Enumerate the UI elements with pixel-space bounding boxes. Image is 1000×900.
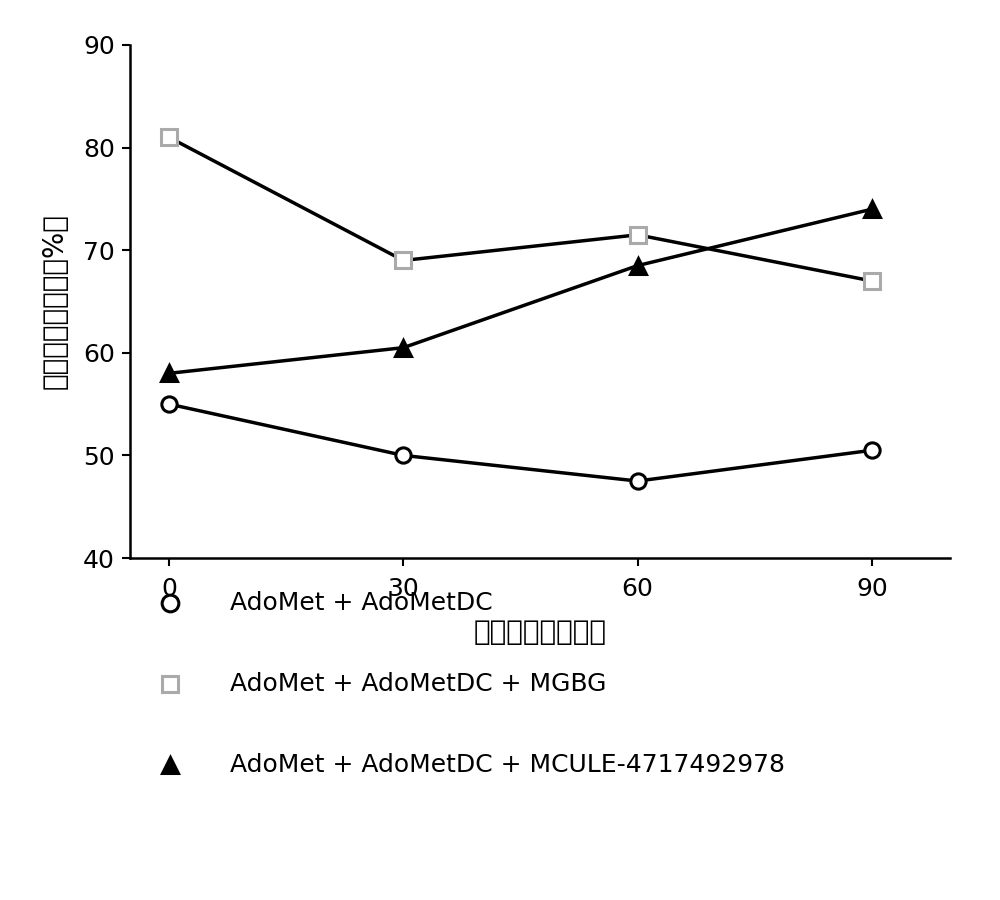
X-axis label: 孵育时间（分钟）: 孵育时间（分钟） xyxy=(474,618,606,646)
Text: AdoMet + AdoMetDC + MCULE-4717492978: AdoMet + AdoMetDC + MCULE-4717492978 xyxy=(230,753,785,777)
Text: AdoMet + AdoMetDC + MGBG: AdoMet + AdoMetDC + MGBG xyxy=(230,672,606,696)
Text: AdoMet + AdoMetDC: AdoMet + AdoMetDC xyxy=(230,591,493,615)
Y-axis label: 底物残余百分比（%）: 底物残余百分比（%） xyxy=(41,213,69,390)
